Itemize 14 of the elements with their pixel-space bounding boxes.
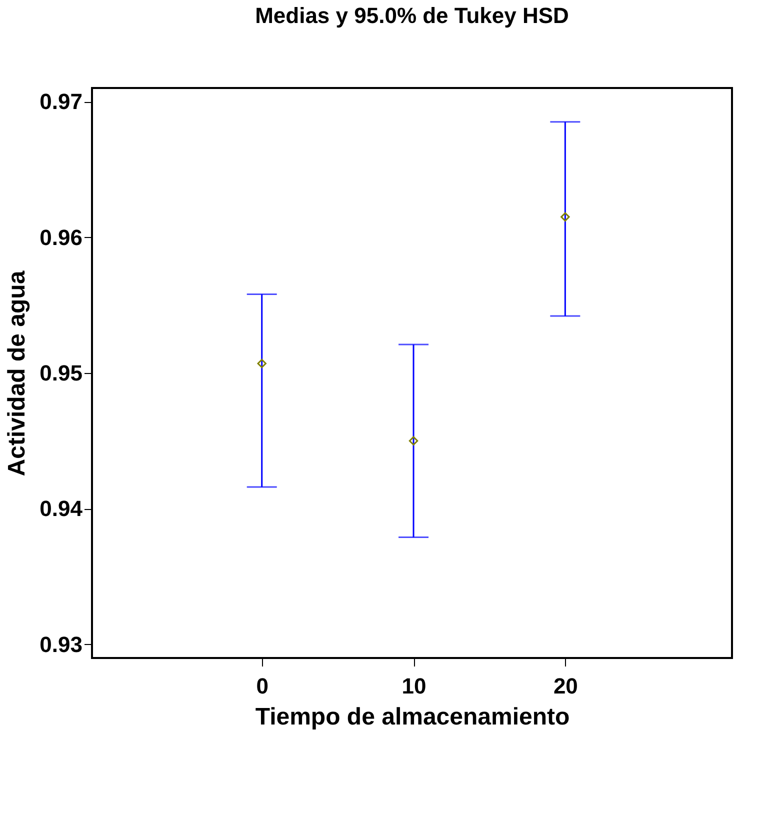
y-tick-label: 0.94	[40, 496, 84, 522]
point	[408, 436, 418, 446]
point	[257, 358, 266, 368]
point	[560, 212, 570, 222]
x-axis-title: Tiempo de almacenamiento	[255, 704, 570, 730]
x-tick-label: 20	[553, 674, 578, 698]
y-tick-label: 0.95	[40, 360, 82, 386]
chart-title: Medias y 95.0% de Tukey HSD	[255, 3, 569, 28]
x-tick-label: 10	[402, 674, 426, 698]
y-tick-label: 0.96	[40, 224, 82, 250]
y-axis-title: Actividad de agua	[4, 270, 31, 476]
y-tick-label: 0.97	[40, 89, 82, 114]
x-tick-label: 0	[256, 674, 268, 698]
y-tick-label: 0.93	[40, 632, 82, 657]
